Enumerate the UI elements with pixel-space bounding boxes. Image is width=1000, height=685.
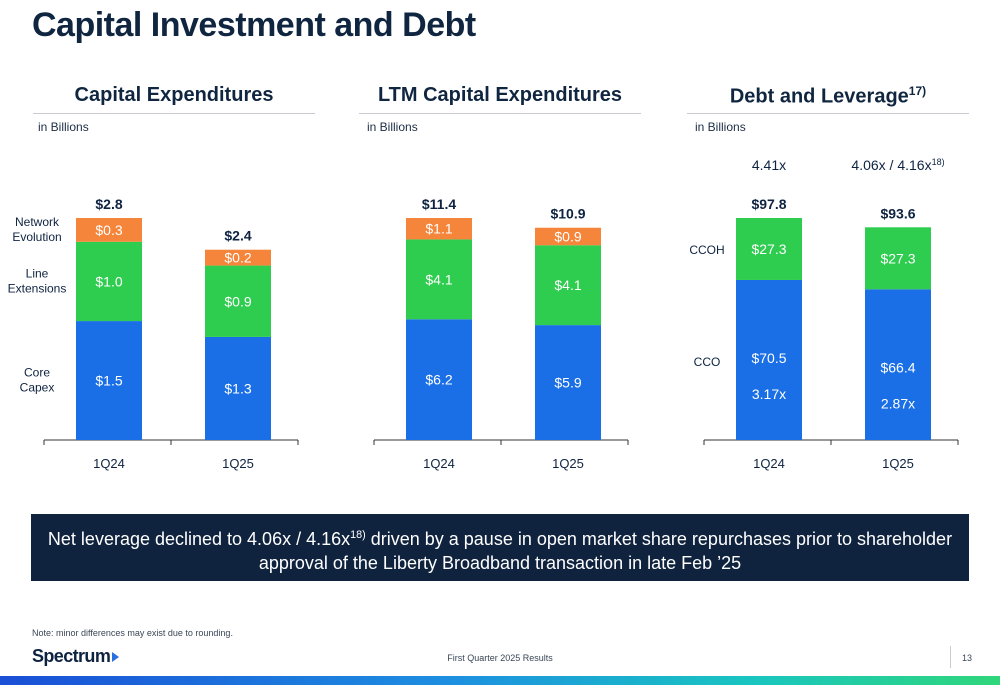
debt-leverage-chart: $70.5 3.17x $27.3 $97.8 4.41x 1Q24 $66.4 2.87x $…	[689, 157, 959, 471]
bar-value-label: $1.1	[425, 221, 452, 237]
bar-value-label: $66.4	[880, 359, 915, 375]
x-tick-label: 1Q24	[753, 456, 785, 471]
leverage-ratio-label: 4.06x / 4.16x18)	[851, 157, 944, 173]
bar-value-label: $70.5	[751, 350, 786, 366]
bar-segment	[736, 279, 802, 440]
leverage-callout: Net leverage declined to 4.06x / 4.16x18…	[31, 514, 969, 581]
ltm-unit-label: in Billions	[367, 120, 418, 134]
series-label: CCO	[694, 355, 721, 369]
bar-segment	[736, 218, 802, 280]
bar-segment	[865, 227, 931, 290]
brand-gradient-bar	[0, 676, 1000, 685]
bar-segment	[535, 227, 601, 246]
bar-total-label: $10.9	[550, 206, 585, 222]
bar-total-label: $2.8	[95, 196, 122, 212]
bar-value-label: $4.1	[425, 271, 452, 287]
bar-value-label: $27.3	[880, 250, 915, 266]
bar-value-label: $1.5	[95, 373, 122, 389]
bar-segment	[205, 265, 271, 337]
bar-segment	[865, 289, 931, 440]
bar-value-label: $4.1	[554, 277, 581, 293]
bar-segment	[535, 245, 601, 326]
debt-title-rule	[687, 113, 969, 114]
bar-leverage-label: 2.87x	[881, 395, 915, 411]
bar-segment	[535, 325, 601, 440]
bar-value-label: $1.0	[95, 273, 122, 289]
debt-unit-label: in Billions	[695, 120, 746, 134]
page-title: Capital Investment and Debt	[32, 6, 476, 44]
series-label: Network Evolution	[12, 215, 61, 244]
x-tick-label: 1Q24	[93, 456, 125, 471]
rounding-footnote: Note: minor differences may exist due to…	[32, 628, 233, 638]
capex-panel-title: Capital Expenditures	[74, 84, 274, 106]
bar-total-label: $2.4	[224, 228, 251, 244]
capex-title-rule	[33, 113, 315, 114]
debt-panel-title: Debt and Leverage17)	[687, 84, 969, 109]
bar-segment	[406, 319, 472, 440]
leverage-ratio-label: 4.41x	[752, 157, 786, 173]
series-label: Line Extensions	[8, 266, 67, 295]
ltm-panel-title: LTM Capital Expenditures	[377, 84, 623, 106]
x-tick-label: 1Q25	[222, 456, 254, 471]
page-number: 13	[950, 646, 972, 668]
series-label: Core Capex	[20, 366, 55, 395]
bar-value-label: $5.9	[554, 375, 581, 391]
logo-arrow-icon	[112, 651, 120, 662]
ltm-title-rule	[359, 113, 641, 114]
bar-segment	[76, 218, 142, 242]
bar-value-label: $1.3	[224, 380, 251, 396]
logo-text: Spectrum	[32, 646, 111, 666]
spectrum-logo: Spectrum	[32, 646, 120, 667]
bar-segment	[76, 241, 142, 322]
callout-footnote: 18)	[350, 529, 366, 541]
bar-segment	[205, 336, 271, 440]
capex-chart: $1.5 $1.0 $0.3 $2.8 1Q24 $1.3 $0.9 $0.2 $2.4 1Q25…	[8, 196, 299, 471]
bar-leverage-label: 3.17x	[752, 386, 786, 402]
bar-segment	[406, 218, 472, 240]
bar-segment	[205, 249, 271, 266]
debt-title-text: Debt and Leverage	[729, 85, 909, 108]
bar-value-label: $0.3	[95, 222, 122, 238]
bar-value-label: $27.3	[751, 241, 786, 257]
x-tick-label: 1Q24	[423, 456, 455, 471]
series-label: CCOH	[689, 243, 724, 257]
callout-text-before: Net leverage declined to 4.06x / 4.16x	[47, 529, 351, 549]
bar-segment	[406, 239, 472, 320]
bar-total-label: $93.6	[880, 205, 915, 221]
bar-value-label: $6.2	[425, 372, 452, 388]
callout-text-after: driven by a pause in open market share r…	[258, 529, 953, 573]
debt-title-footnote: 17)	[908, 84, 927, 98]
bar-segment	[76, 321, 142, 440]
capex-unit-label: in Billions	[38, 120, 89, 134]
x-tick-label: 1Q25	[552, 456, 584, 471]
bar-value-label: $0.2	[224, 250, 251, 266]
bar-value-label: $0.9	[224, 293, 251, 309]
footer-report-name: First Quarter 2025 Results	[447, 653, 553, 663]
bar-value-label: $0.9	[554, 229, 581, 245]
ltm-capex-chart: $6.2 $4.1 $1.1 $11.4 1Q24 $5.9 $4.1 $0.9 $10.9 1Q…	[373, 196, 629, 471]
bar-total-label: $11.4	[422, 196, 456, 212]
x-tick-label: 1Q25	[882, 456, 914, 471]
bar-total-label: $97.8	[751, 196, 786, 212]
